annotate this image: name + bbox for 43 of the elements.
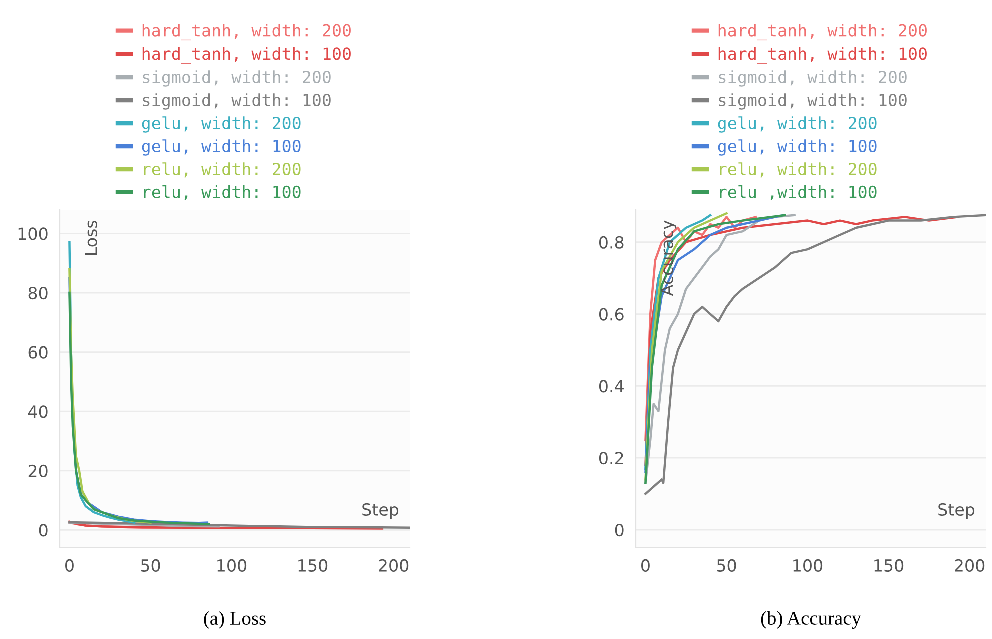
legend-label: gelu, width: 200 (142, 116, 301, 133)
legend-label: hard_tanh, width: 200 (142, 24, 351, 41)
x-tick-label: 100 (794, 559, 823, 572)
x-tick-label: 150 (874, 559, 904, 572)
y-tick-label: 0.8 (599, 236, 624, 249)
x-tick-label: 150 (298, 559, 328, 572)
x-tick-label: 100 (218, 559, 247, 572)
y-axis-title: Loss (85, 220, 98, 256)
x-axis-title: Step (362, 503, 399, 520)
x-tick-label: 0 (66, 559, 74, 572)
y-tick-label: 0.4 (599, 380, 624, 393)
legend-label: hard_tanh, width: 100 (142, 47, 351, 64)
legend-label: relu, width: 200 (720, 162, 877, 178)
y-axis-title: Accuracy (661, 220, 677, 296)
legend-label: relu, width: 200 (144, 162, 301, 178)
legend-label: sigmoid, width: 100 (143, 94, 331, 110)
x-tick-label: 50 (717, 559, 736, 572)
legend-label: hard_tanh, width: 100 (718, 47, 927, 64)
text: (b) Accuracy (761, 611, 862, 629)
x-tick-label: 0 (642, 559, 650, 572)
y-tick-label: 80 (28, 286, 48, 300)
y-tick-label: 100 (18, 228, 48, 240)
y-tick-label: 0 (615, 524, 624, 537)
legend-label: sigmoid, width: 200 (719, 70, 907, 87)
y-tick-label: 60 (28, 346, 48, 359)
y-tick-label: 20 (28, 464, 48, 478)
y-tick-label: 0.6 (599, 308, 624, 321)
legend-label: relu, width: 100 (144, 185, 301, 201)
x-tick-label: 200 (379, 559, 409, 572)
legend-label: sigmoid, width: 100 (719, 94, 907, 110)
y-tick-label: 0.2 (599, 452, 624, 465)
legend-label: relu ,width: 100 (720, 185, 877, 201)
y-tick-label: 40 (28, 406, 48, 418)
text: (a) Loss (204, 611, 266, 629)
legend-label: gelu, width: 200 (718, 116, 877, 133)
legend-label: gelu, width: 100 (142, 140, 301, 156)
legend-label: hard_tanh, width: 200 (718, 24, 927, 41)
legend-label: sigmoid, width: 200 (143, 70, 331, 87)
x-tick-label: 200 (955, 559, 985, 572)
x-axis-title: Step (938, 503, 975, 520)
x-tick-label: 50 (141, 559, 160, 572)
y-tick-label: 0 (39, 524, 48, 537)
legend-label: gelu, width: 100 (718, 140, 877, 156)
